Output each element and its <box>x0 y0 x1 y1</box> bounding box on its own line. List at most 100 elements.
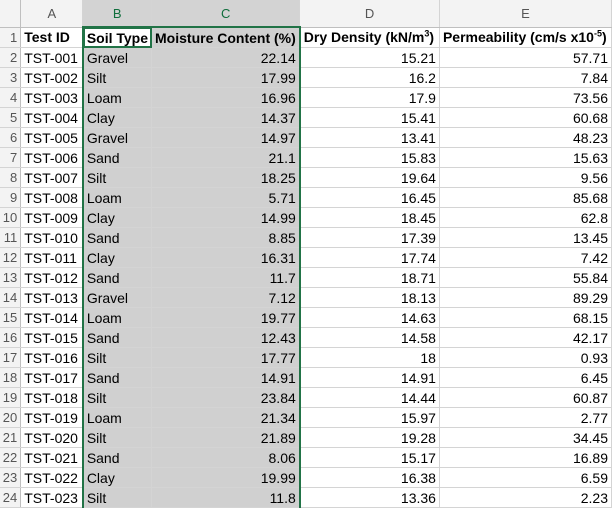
cell-permeability[interactable]: 0.93 <box>439 347 612 368</box>
cell-dry-density[interactable]: 16.45 <box>299 187 440 208</box>
cell-soil-type[interactable]: Silt <box>81 427 153 448</box>
cell-permeability[interactable]: 73.56 <box>439 87 612 108</box>
row-header[interactable]: 1 <box>0 27 22 48</box>
cell-moisture[interactable]: 17.77 <box>151 347 301 368</box>
row-header[interactable]: 5 <box>0 107 22 128</box>
cell-dry-density[interactable]: 16.2 <box>299 67 440 88</box>
cell-soil-type[interactable]: Sand <box>81 267 153 288</box>
row-header[interactable]: 14 <box>0 287 22 308</box>
cell-test-id[interactable]: TST-015 <box>20 327 84 348</box>
cell-header-permeability[interactable]: Permeability (cm/s x10-5) <box>439 27 612 48</box>
row-header[interactable]: 16 <box>0 327 22 348</box>
cell-dry-density[interactable]: 19.28 <box>299 427 440 448</box>
cell-dry-density[interactable]: 13.36 <box>299 487 440 508</box>
cell-test-id[interactable]: TST-021 <box>20 447 84 468</box>
cell-moisture[interactable]: 16.96 <box>151 87 301 108</box>
cell-dry-density[interactable]: 13.41 <box>299 127 440 148</box>
cell-dry-density[interactable]: 17.74 <box>299 247 440 268</box>
column-header-a[interactable]: A <box>20 0 84 28</box>
cell-moisture[interactable]: 14.97 <box>151 127 301 148</box>
cell-dry-density[interactable]: 14.58 <box>299 327 440 348</box>
cell-moisture[interactable]: 5.71 <box>151 187 301 208</box>
cell-test-id[interactable]: TST-018 <box>20 387 84 408</box>
cell-soil-type[interactable]: Sand <box>81 227 153 248</box>
cell-test-id[interactable]: TST-014 <box>20 307 84 328</box>
cell-dry-density[interactable]: 15.83 <box>299 147 440 168</box>
cell-permeability[interactable]: 2.23 <box>439 487 612 508</box>
cell-header-soil-type[interactable]: Soil Type <box>81 27 153 48</box>
cell-dry-density[interactable]: 14.63 <box>299 307 440 328</box>
cell-moisture[interactable]: 7.12 <box>151 287 301 308</box>
cell-dry-density[interactable]: 14.44 <box>299 387 440 408</box>
cell-soil-type[interactable]: Loam <box>81 87 153 108</box>
cell-dry-density[interactable]: 15.17 <box>299 447 440 468</box>
cell-moisture[interactable]: 12.43 <box>151 327 301 348</box>
cell-moisture[interactable]: 14.37 <box>151 107 301 128</box>
cell-moisture[interactable]: 17.99 <box>151 67 301 88</box>
cell-soil-type[interactable]: Sand <box>81 367 153 388</box>
cell-soil-type[interactable]: Sand <box>81 447 153 468</box>
cell-permeability[interactable]: 57.71 <box>439 47 612 68</box>
cell-permeability[interactable]: 68.15 <box>439 307 612 328</box>
cell-test-id[interactable]: TST-009 <box>20 207 84 228</box>
cell-dry-density[interactable]: 15.97 <box>299 407 440 428</box>
cell-test-id[interactable]: TST-013 <box>20 287 84 308</box>
cell-soil-type[interactable]: Gravel <box>81 127 153 148</box>
cell-header-moisture[interactable]: Moisture Content (%) <box>151 27 301 48</box>
cell-permeability[interactable]: 42.17 <box>439 327 612 348</box>
row-header[interactable]: 17 <box>0 347 22 368</box>
cell-dry-density[interactable]: 18 <box>299 347 440 368</box>
cell-test-id[interactable]: TST-008 <box>20 187 84 208</box>
cell-moisture[interactable]: 19.99 <box>151 467 301 488</box>
column-header-c[interactable]: C <box>151 0 301 28</box>
cell-dry-density[interactable]: 15.41 <box>299 107 440 128</box>
cell-test-id[interactable]: TST-003 <box>20 87 84 108</box>
cell-test-id[interactable]: TST-006 <box>20 147 84 168</box>
cell-soil-type[interactable]: Sand <box>81 327 153 348</box>
cell-test-id[interactable]: TST-017 <box>20 367 84 388</box>
row-header[interactable]: 10 <box>0 207 22 228</box>
cell-test-id[interactable]: TST-020 <box>20 427 84 448</box>
row-header[interactable]: 4 <box>0 87 22 108</box>
column-header-d[interactable]: D <box>299 0 440 28</box>
cell-permeability[interactable]: 6.45 <box>439 367 612 388</box>
cell-moisture[interactable]: 21.1 <box>151 147 301 168</box>
cell-test-id[interactable]: TST-012 <box>20 267 84 288</box>
cell-soil-type[interactable]: Clay <box>81 107 153 128</box>
cell-permeability[interactable]: 16.89 <box>439 447 612 468</box>
row-header[interactable]: 6 <box>0 127 22 148</box>
row-header[interactable]: 19 <box>0 387 22 408</box>
cell-test-id[interactable]: TST-010 <box>20 227 84 248</box>
cell-moisture[interactable]: 14.99 <box>151 207 301 228</box>
row-header[interactable]: 18 <box>0 367 22 388</box>
row-header[interactable]: 12 <box>0 247 22 268</box>
cell-test-id[interactable]: TST-011 <box>20 247 84 268</box>
cell-dry-density[interactable]: 18.45 <box>299 207 440 228</box>
row-header[interactable]: 15 <box>0 307 22 328</box>
cell-soil-type[interactable]: Loam <box>81 307 153 328</box>
cell-moisture[interactable]: 19.77 <box>151 307 301 328</box>
row-header[interactable]: 11 <box>0 227 22 248</box>
cell-permeability[interactable]: 13.45 <box>439 227 612 248</box>
cell-test-id[interactable]: TST-004 <box>20 107 84 128</box>
cell-soil-type[interactable]: Silt <box>81 167 153 188</box>
cell-test-id[interactable]: TST-023 <box>20 487 84 508</box>
cell-permeability[interactable]: 7.84 <box>439 67 612 88</box>
cell-soil-type[interactable]: Clay <box>81 207 153 228</box>
cell-dry-density[interactable]: 17.9 <box>299 87 440 108</box>
cell-test-id[interactable]: TST-005 <box>20 127 84 148</box>
cell-moisture[interactable]: 23.84 <box>151 387 301 408</box>
cell-dry-density[interactable]: 15.21 <box>299 47 440 68</box>
cell-test-id[interactable]: TST-022 <box>20 467 84 488</box>
row-header[interactable]: 22 <box>0 447 22 468</box>
cell-permeability[interactable]: 7.42 <box>439 247 612 268</box>
cell-permeability[interactable]: 89.29 <box>439 287 612 308</box>
cell-soil-type[interactable]: Clay <box>81 247 153 268</box>
cell-permeability[interactable]: 2.77 <box>439 407 612 428</box>
select-all-corner[interactable] <box>0 0 22 28</box>
cell-moisture[interactable]: 11.7 <box>151 267 301 288</box>
cell-test-id[interactable]: TST-019 <box>20 407 84 428</box>
cell-moisture[interactable]: 18.25 <box>151 167 301 188</box>
cell-soil-type[interactable]: Loam <box>81 187 153 208</box>
